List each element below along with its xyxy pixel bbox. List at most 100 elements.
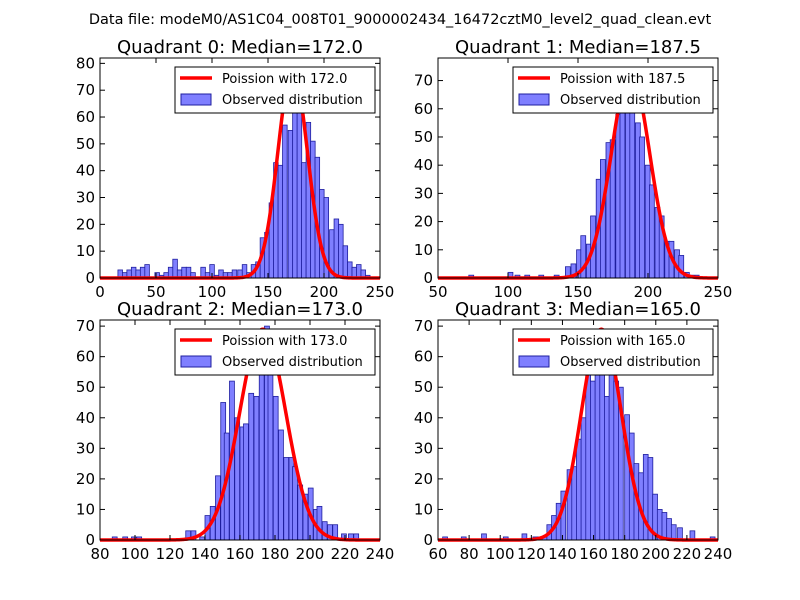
quadrant-3-x-tick-label: 80 [460, 545, 479, 563]
quadrant-3-plot-frame [437, 319, 719, 541]
quadrant-3-y-tick-label: 70 [414, 317, 433, 335]
quadrant-2-bar [248, 392, 255, 541]
quadrant-3-y-tick-label: 20 [414, 470, 433, 488]
quadrant-1-x-tick-label: 200 [634, 283, 663, 301]
quadrant-0-x-tick-label: 50 [146, 283, 165, 301]
quadrant-0-y-tick-label: 10 [76, 242, 95, 260]
quadrant-2-bar [267, 371, 274, 541]
quadrant-3-bar [580, 417, 587, 541]
quadrant-1-y-tick-label: 20 [414, 213, 433, 231]
quadrant-0-x-tick-label: 250 [366, 283, 395, 301]
quadrant-2-y-tick-label: 50 [76, 378, 95, 396]
quadrant-3-y-tick-label: 60 [414, 348, 433, 366]
quadrant-2-bar [316, 505, 323, 541]
quadrant-1-axes: 50 100 150 200 250 0 10 20 30 40 50 60 70 [414, 57, 733, 301]
quadrant-3-y-tick-label: 0 [423, 531, 433, 549]
quadrant-1-y-tick-label: 70 [414, 72, 433, 90]
quadrant-2-title: Quadrant 2: Median=173.0 [117, 299, 363, 320]
quadrant-0-bar [347, 261, 353, 279]
quadrant-1-bar [629, 97, 636, 279]
quadrant-0-bar [277, 164, 284, 279]
quadrant-0-bar [292, 95, 298, 279]
quadrant-1-legend-bar-swatch [518, 93, 550, 106]
quadrant-1-legend-bar-label: Observed distribution [560, 93, 701, 108]
quadrant-0-y-tick-label: 70 [76, 81, 95, 99]
quadrant-1-x-tick-label: 250 [704, 283, 733, 301]
quadrant-3-x-tick-label: 240 [704, 545, 733, 563]
quadrant-3-y-tick-label: 30 [414, 439, 433, 457]
quadrant-0-legend-bar-swatch [180, 93, 212, 106]
quadrant-2-x-tick-label: 220 [331, 545, 360, 563]
quadrant-3-x-tick-label: 180 [610, 545, 639, 563]
quadrant-1-y-tick-label: 10 [414, 241, 433, 259]
quadrant-2-bar [278, 429, 284, 541]
quadrant-3-x-tick-label: 160 [579, 545, 608, 563]
quadrant-0-bar [338, 223, 344, 279]
quadrant-0-legend-curve-label: Poission with 172.0 [222, 72, 347, 87]
quadrant-2-y-tick-label: 10 [76, 500, 95, 518]
quadrant-3-y-tick-label: 10 [414, 500, 433, 518]
quadrant-3-bar [613, 380, 620, 541]
quadrant-3-x-tick-label: 100 [486, 545, 515, 563]
quadrant-3-legend-curve-label: Poission with 165.0 [560, 334, 685, 349]
quadrant-0-legend-bar-label: Observed distribution [222, 93, 363, 108]
quadrant-3-y-tick-label: 50 [414, 378, 433, 396]
quadrant-2-bar [243, 423, 249, 541]
quadrant-2-x-tick-label: 100 [121, 545, 150, 563]
quadrant-1-legend: Poission with 187.5 Observed distributio… [512, 66, 714, 114]
quadrant-1-y-tick-label: 50 [414, 128, 433, 146]
quadrant-3-bar [576, 438, 582, 541]
quadrant-1-y-tick-label: 60 [414, 100, 433, 118]
quadrant-3-bar [571, 466, 578, 541]
quadrant-0-x-tick-label: 150 [254, 283, 283, 301]
quadrant-1-y-tick-label: 0 [423, 269, 433, 287]
quadrant-3-x-tick-label: 140 [548, 545, 577, 563]
quadrant-2-legend-bar-swatch [180, 355, 212, 368]
quadrant-2-y-tick-label: 30 [76, 439, 95, 457]
quadrant-1-x-tick-label: 100 [494, 283, 523, 301]
quadrant-0-y-tick-label: 20 [76, 215, 95, 233]
quadrant-1-bar [649, 184, 655, 279]
quadrant-3-legend-bar-label: Observed distribution [560, 355, 701, 370]
quadrant-2-axes: 80 100 120 140 160 180 200 220 240 0 10 20 30 40 50 60 7… [76, 317, 394, 563]
quadrant-0-y-tick-label: 30 [76, 189, 95, 207]
quadrant-0-bar [342, 245, 349, 279]
quadrant-2-legend-bar-label: Observed distribution [222, 355, 363, 370]
quadrant-1-x-tick-label: 50 [428, 283, 447, 301]
quadrant-0-plot-frame [99, 57, 381, 279]
quadrant-1-panel: Quadrant 1: Median=187.5 50 100 150 200 250 0… [414, 37, 732, 301]
quadrant-3-x-tick-label: 120 [517, 545, 546, 563]
quadrant-0-bar [356, 264, 362, 279]
quadrant-1-y-tick-label: 30 [414, 184, 433, 202]
quadrant-1-y-tick-label: 40 [414, 156, 433, 174]
quadrant-2-legend: Poission with 173.0 Observed distributio… [174, 328, 376, 376]
quadrant-3-bar [594, 356, 601, 541]
quadrant-0-y-tick-label: 80 [76, 54, 95, 72]
quadrant-0-bar [282, 124, 288, 279]
quadrant-3-bar [666, 518, 672, 541]
quadrant-1-title: Quadrant 1: Median=187.5 [455, 37, 701, 58]
quadrant-0-y-tick-label: 50 [76, 135, 95, 153]
quadrant-0-axes: 0 50 100 150 200 250 0 10 20 30 40 50 60 70 80 [76, 54, 394, 301]
quadrant-0-x-tick-label: 200 [310, 283, 339, 301]
quadrant-3-bar [590, 380, 596, 541]
quadrant-2-x-tick-label: 160 [226, 545, 255, 563]
quadrant-3-bars [442, 350, 716, 541]
quadrant-0-y-tick-label: 0 [85, 269, 95, 287]
quadrant-2-y-tick-label: 0 [85, 531, 95, 549]
quadrant-0-x-tick-label: 100 [198, 283, 227, 301]
quadrant-3-bar [670, 524, 677, 541]
quadrant-0-y-tick-label: 40 [76, 162, 95, 180]
quadrant-0-bar [333, 218, 340, 279]
quadrant-2-bar [272, 395, 279, 541]
quadrant-3-bar [608, 365, 615, 541]
quadrant-2-bar [258, 362, 265, 541]
quadrant-0-title: Quadrant 0: Median=172.0 [117, 37, 363, 58]
quadrant-2-bar [283, 457, 290, 541]
quadrant-2-bar [292, 466, 298, 541]
quadrant-2-y-tick-label: 60 [76, 348, 95, 366]
quadrant-3-bar [599, 350, 606, 541]
quadrant-0-panel: Quadrant 0: Median=172.0 0 50 100 150 200 250… [76, 37, 394, 301]
quadrant-3-axes: 60 80 100 120 140 160 180 200 220 240 0 10 20 30 40 50 6… [414, 317, 732, 563]
